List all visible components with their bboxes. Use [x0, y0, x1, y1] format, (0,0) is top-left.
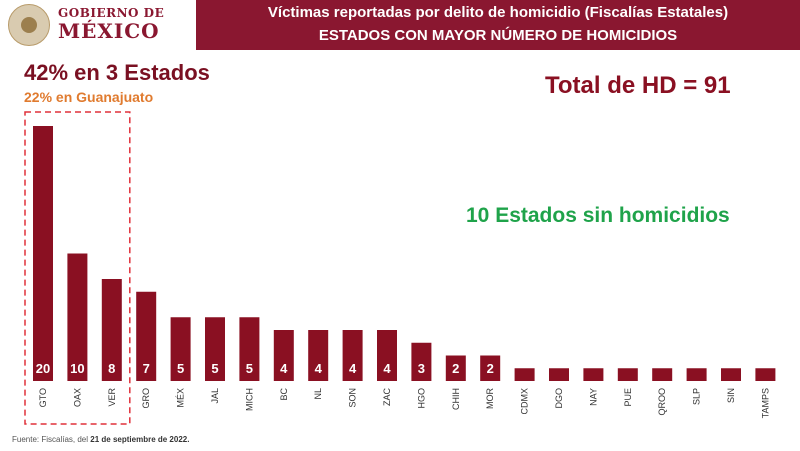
tick-label-mor: MOR — [485, 388, 495, 409]
data-label-son: 4 — [349, 361, 357, 376]
header-bar: GOBIERNO DE MÉXICO Víctimas reportadas p… — [0, 0, 800, 50]
data-label-hgo: 3 — [418, 361, 425, 376]
page-subtitle: ESTADOS CON MAYOR NÚMERO DE HOMICIDIOS — [318, 27, 678, 44]
data-label-ver: 8 — [108, 361, 115, 376]
data-label-bc: 4 — [280, 361, 288, 376]
bar-cdmx — [514, 368, 535, 381]
tick-label-cdmx: CDMX — [520, 388, 530, 415]
data-label-gro: 7 — [143, 361, 150, 376]
tick-label-chih: CHIH — [451, 388, 461, 410]
bar-slp — [686, 368, 707, 381]
bar-gto — [33, 126, 53, 381]
total-count: Total de HD = 91 — [545, 72, 731, 99]
bar-gro — [136, 291, 157, 381]
source-date: 21 de septiembre de 2022. — [90, 435, 190, 444]
zero-states-note: 10 Estados sin homicidios — [466, 204, 730, 227]
tick-label-nay: NAY — [588, 388, 598, 406]
tick-label-dgo: DGO — [554, 388, 564, 409]
bar-méx — [170, 317, 191, 381]
header-band — [196, 0, 800, 50]
tick-label-gto: GTO — [38, 388, 48, 407]
data-label-nl: 4 — [315, 361, 323, 376]
data-label-mor: 2 — [487, 361, 494, 376]
tick-label-zac: ZAC — [382, 387, 392, 406]
logo-text-line1: GOBIERNO DE — [58, 6, 165, 20]
bar-oax — [67, 253, 88, 381]
data-label-jal: 5 — [211, 361, 218, 376]
source-note: Fuente: Fiscalías, del 21 de septiembre … — [12, 435, 189, 444]
coat-of-arms-icon — [8, 4, 50, 46]
tick-label-gro: GRO — [141, 388, 151, 409]
tick-label-slp: SLP — [692, 388, 702, 405]
data-label-zac: 4 — [383, 361, 391, 376]
data-label-oax: 10 — [70, 361, 84, 376]
data-label-gto: 20 — [36, 361, 50, 376]
bar-pue — [617, 368, 638, 381]
source-prefix: Fuente: Fiscalías, del — [12, 435, 89, 444]
bar-qroo — [652, 368, 673, 381]
bar-sin — [721, 368, 741, 381]
logo-text-line2: MÉXICO — [58, 19, 160, 43]
gobierno-logo: GOBIERNO DE MÉXICO — [8, 4, 188, 46]
tick-label-mich: MICH — [244, 388, 254, 411]
bar-ver — [101, 279, 122, 381]
tick-label-nl: NL — [313, 388, 323, 400]
subheadline-share: 22% en Guanajuato — [24, 89, 154, 105]
bar-nay — [583, 368, 604, 381]
bar-mich — [239, 317, 260, 381]
tick-label-pue: PUE — [623, 388, 633, 407]
bar-dgo — [549, 368, 569, 381]
bar-hgo — [411, 342, 432, 381]
bar-nl — [308, 330, 329, 381]
page-title: Víctimas reportadas por delito de homici… — [267, 4, 729, 21]
tick-label-bc: BC — [279, 388, 289, 401]
bar-chih — [445, 355, 466, 381]
tick-label-méx: MÉX — [176, 388, 186, 408]
bar-mor — [480, 355, 501, 381]
bar-bc — [273, 330, 294, 381]
bar-tamps — [755, 368, 776, 381]
tick-label-ver: VER — [107, 388, 117, 407]
tick-label-oax: OAX — [72, 388, 82, 407]
bar-jal — [205, 317, 225, 381]
tick-label-sin: SIN — [726, 388, 736, 403]
tick-label-son: SON — [348, 388, 358, 408]
tick-label-tamps: TAMPS — [760, 388, 770, 418]
headline-share: 42% en 3 Estados — [24, 60, 210, 85]
data-label-mich: 5 — [246, 361, 253, 376]
data-label-chih: 2 — [452, 361, 459, 376]
tick-label-hgo: HGO — [416, 388, 426, 409]
tick-label-qroo: QROO — [657, 388, 667, 416]
tick-label-jal: JAL — [210, 388, 220, 404]
data-label-méx: 5 — [177, 361, 184, 376]
highlight-box — [24, 111, 131, 425]
bar-zac — [377, 330, 397, 381]
bar-son — [342, 330, 363, 381]
